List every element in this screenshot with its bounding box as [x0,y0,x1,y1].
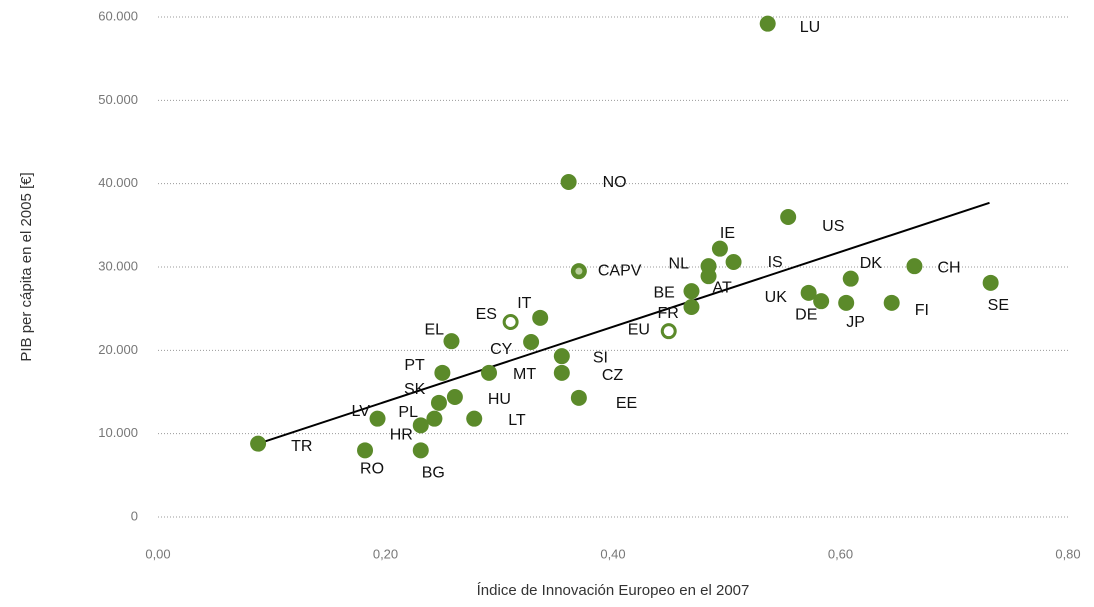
data-point [426,410,443,427]
point-label: US [822,218,844,235]
data-point [412,417,429,434]
data-point [357,442,374,459]
point-label: CZ [602,367,624,384]
x-tick-label: 0,00 [145,546,170,561]
data-point [481,364,498,381]
point-label: CAPV [598,262,642,279]
data-point [982,274,999,291]
point-label: PL [398,404,418,421]
data-point [553,364,570,381]
point-label: DE [795,306,817,323]
data-point [883,294,900,311]
point-label: PT [404,357,425,374]
point-label: AT [713,279,732,296]
data-point [683,299,700,315]
point-label: BG [422,465,445,482]
point-label: EU [628,321,650,338]
data-point [560,174,577,190]
point-label: BE [653,284,674,301]
data-point [443,333,460,350]
x-tick-label: 0,20 [373,546,398,561]
data-point [711,240,728,257]
point-label: IT [517,295,531,312]
point-label: FI [915,302,929,319]
data-point [434,364,451,381]
data-point [906,258,923,275]
x-tick-label: 0,40 [600,546,625,561]
data-point [725,254,742,270]
data-point [430,394,447,411]
y-tick-label: 20.000 [98,342,138,357]
point-label: NL [669,255,690,272]
point-label: EE [616,395,637,412]
point-label: CH [937,259,960,276]
point-label: ES [476,306,497,323]
data-point [570,389,587,406]
data-point [523,334,540,350]
point-label: HU [488,391,511,408]
data-point [800,284,817,301]
point-label: CY [490,341,513,358]
data-point [759,15,776,32]
point-label: LT [508,412,526,429]
data-point-center [575,267,583,275]
point-label: FR [657,305,678,322]
y-tick-label: 0 [131,508,138,523]
data-point [412,442,429,459]
y-tick-label: 60.000 [98,8,138,23]
point-label: LV [352,403,371,420]
trend-line [257,201,990,445]
y-tick-label: 40.000 [98,175,138,190]
data-point [700,268,717,285]
point-label: NO [603,174,627,191]
point-label: RO [360,461,384,478]
y-axis-label: PIB per cápita en el 2005 [€] [18,172,35,361]
data-point [813,293,830,310]
data-point [369,410,386,427]
data-point [502,314,519,330]
x-tick-label: 0,80 [1055,546,1080,561]
data-point [683,283,700,300]
data-point [660,323,677,340]
y-tick-label: 10.000 [98,425,138,440]
data-point [553,348,570,365]
point-label: SI [593,349,608,366]
y-tick-label: 50.000 [98,92,138,107]
point-label: UK [765,289,788,306]
point-label: EL [424,321,444,338]
point-label: SE [988,297,1009,314]
y-tick-label: 30.000 [98,258,138,273]
data-point [842,270,859,287]
data-point [780,209,797,225]
point-label: MT [513,366,536,383]
data-point [532,309,549,326]
point-label: DK [860,255,883,272]
point-label: JP [846,314,865,331]
point-label: TR [291,438,312,455]
data-point [466,410,483,427]
x-tick-label: 0,60 [828,546,853,561]
point-label: IE [720,225,735,242]
point-label: IS [768,254,783,271]
x-axis-label: Índice de Innovación Europeo en el 2007 [477,582,750,599]
point-label: LU [800,19,820,36]
data-point [446,389,463,405]
data-point [838,294,855,311]
point-label: SK [404,381,426,398]
data-point [250,435,267,452]
point-label: HR [390,427,413,444]
